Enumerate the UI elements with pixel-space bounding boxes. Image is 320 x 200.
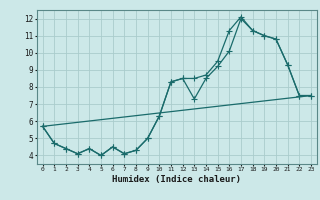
X-axis label: Humidex (Indice chaleur): Humidex (Indice chaleur) [112,175,241,184]
